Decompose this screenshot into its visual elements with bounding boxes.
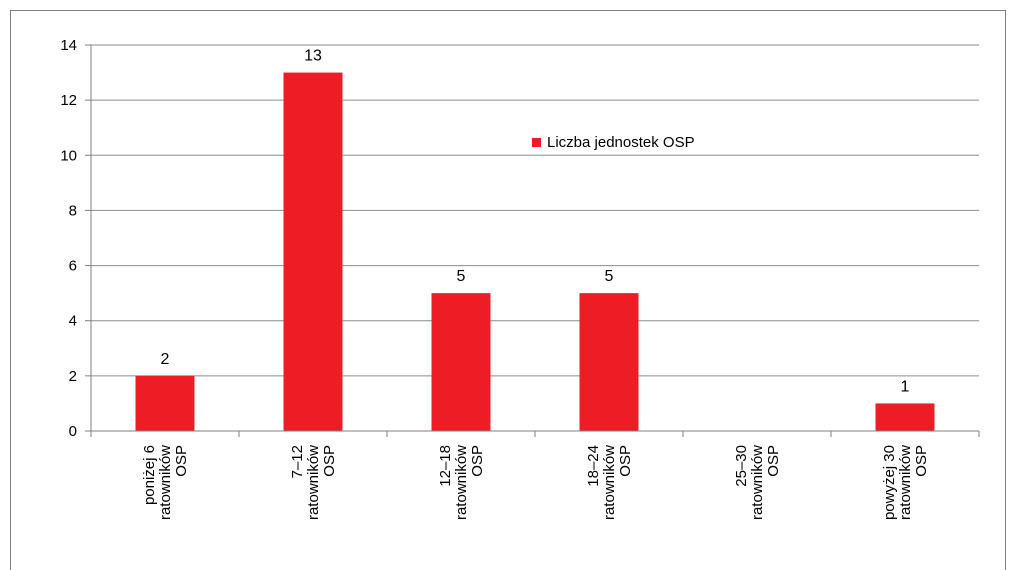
category-label-line: ratowników [897, 445, 914, 520]
data-label: 13 [304, 48, 322, 65]
category-label-line: poniżej 6 [141, 445, 158, 505]
x-axis [90, 430, 980, 437]
category-label-line: OSP [321, 445, 338, 477]
data-label: 1 [901, 378, 910, 395]
y-tick-label: 0 [69, 423, 77, 440]
bar [875, 403, 935, 431]
data-label: 5 [605, 268, 614, 285]
category-label-line: 18–24 [585, 445, 602, 487]
category-label-line: ratowników [305, 445, 322, 520]
category-label: 18–24 ratowników OSP [585, 445, 634, 520]
category-label-line: ratowników [453, 445, 470, 520]
bar [579, 293, 639, 431]
y-tick-label: 6 [69, 258, 77, 275]
category-label-line: ratowników [749, 445, 766, 520]
y-axis-ticks: 0 2 4 6 8 10 12 14 [60, 37, 92, 440]
category-label-line: OSP [765, 445, 782, 477]
category-label-line: ratowników [157, 445, 174, 520]
data-label: 5 [457, 268, 466, 285]
y-tick-label: 12 [60, 92, 77, 109]
legend-swatch [532, 138, 541, 147]
category-label-line: OSP [913, 445, 930, 477]
legend-label: Liczba jednostek OSP [547, 134, 695, 151]
bars [135, 72, 935, 432]
y-tick-label: 8 [69, 202, 77, 219]
bar [135, 375, 195, 431]
category-label-line: 12–18 [437, 445, 454, 487]
category-label-line: ratowników [601, 445, 618, 520]
category-label: 7–12 ratowników OSP [289, 445, 338, 520]
legend: Liczba jednostek OSP [532, 134, 695, 151]
y-tick-label: 14 [60, 37, 77, 54]
category-label-line: OSP [617, 445, 634, 477]
category-label-line: OSP [469, 445, 486, 477]
category-label: 25–30 ratowników OSP [733, 445, 782, 520]
data-labels: 2 13 5 5 1 [161, 48, 910, 396]
y-tick-label: 4 [69, 313, 77, 330]
gridlines [91, 44, 979, 432]
bar [283, 72, 343, 432]
category-labels: poniżej 6 ratowników OSP 7–12 ratowników OSP 1… [141, 445, 930, 520]
category-label-line: 7–12 [289, 445, 306, 478]
category-label: poniżej 6 ratowników OSP [141, 445, 190, 520]
chart-frame: 0 2 4 6 8 10 12 14 2 13 5 5 1 poniżej 6 ratowników OS… [10, 10, 1006, 570]
data-label: 2 [161, 351, 170, 368]
category-label: 12–18 ratowników OSP [437, 445, 486, 520]
category-label-line: 25–30 [733, 445, 750, 487]
y-tick-label: 2 [69, 368, 77, 385]
category-label-line: powyżej 30 [881, 445, 898, 520]
bar [431, 293, 491, 431]
category-label: powyżej 30 ratowników OSP [881, 445, 930, 520]
y-tick-label: 10 [60, 147, 77, 164]
category-label-line: OSP [173, 445, 190, 477]
